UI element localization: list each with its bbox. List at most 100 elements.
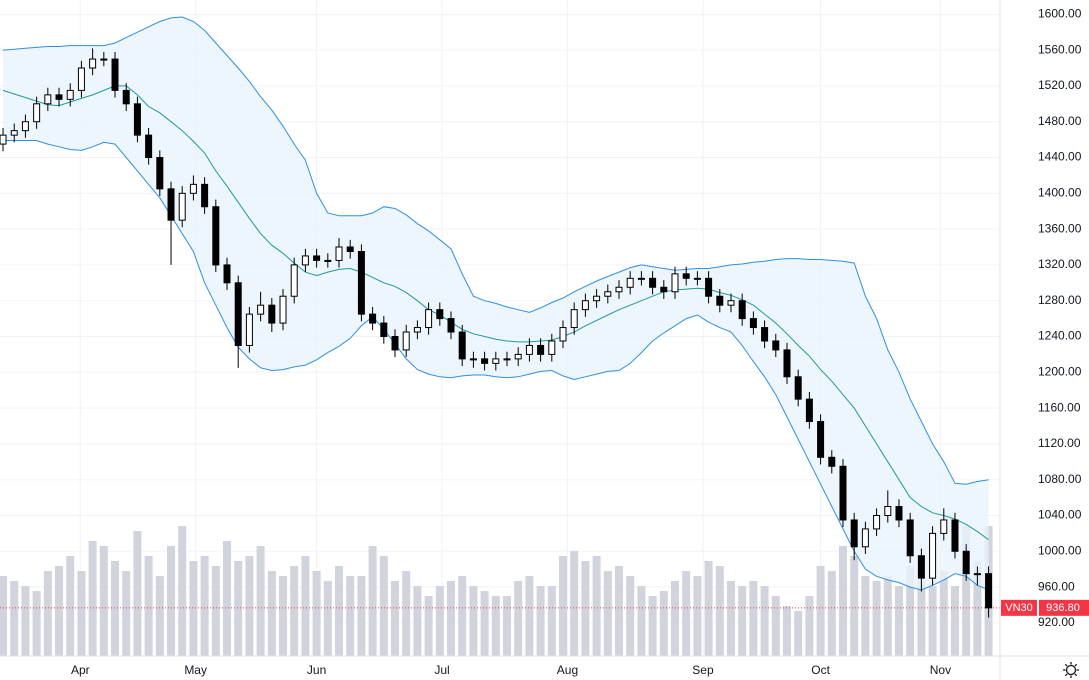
volume-bar bbox=[547, 586, 556, 656]
x-tick-label: Oct bbox=[811, 663, 830, 677]
candle-body bbox=[458, 331, 466, 360]
y-tick-label: 1520.00 bbox=[1038, 78, 1082, 92]
y-tick-label: 960.00 bbox=[1038, 579, 1075, 593]
candle-body bbox=[212, 206, 220, 266]
volume-bar bbox=[749, 581, 758, 656]
volume-bar bbox=[525, 576, 534, 656]
last-price-tag: VN30 936.80 bbox=[1001, 599, 1089, 616]
candle-body bbox=[839, 465, 847, 521]
volume-bar bbox=[267, 571, 276, 656]
bollinger-layer bbox=[0, 16, 1000, 609]
settings-icon[interactable] bbox=[1063, 662, 1079, 678]
volume-bar bbox=[592, 556, 601, 656]
candle-body bbox=[581, 300, 589, 311]
candle-body bbox=[21, 121, 29, 132]
candle-body bbox=[940, 519, 948, 534]
volume-bar bbox=[682, 571, 691, 656]
volume-bar bbox=[939, 571, 948, 656]
volume-bar bbox=[469, 586, 478, 656]
volume-bar bbox=[111, 561, 120, 656]
candle-body bbox=[447, 318, 455, 333]
candle-body bbox=[380, 322, 388, 338]
volume-bar bbox=[167, 546, 176, 656]
candle-body bbox=[189, 183, 197, 194]
volume-bar bbox=[245, 556, 254, 656]
candle-body bbox=[44, 94, 52, 105]
candle-body bbox=[268, 304, 276, 324]
volume-bar bbox=[290, 566, 299, 656]
volume-bar bbox=[973, 561, 982, 656]
candle-body bbox=[156, 157, 164, 190]
volume-bar bbox=[670, 581, 679, 656]
volume-bar bbox=[402, 571, 411, 656]
candle-body bbox=[100, 58, 108, 61]
volume-bar bbox=[413, 586, 422, 656]
volume-bar bbox=[603, 571, 612, 656]
volume-bar bbox=[637, 586, 646, 656]
volume-bar bbox=[827, 571, 836, 656]
candle-body bbox=[637, 277, 645, 280]
candle-body bbox=[783, 349, 791, 378]
candle-body bbox=[481, 358, 489, 364]
volume-bar bbox=[189, 561, 198, 656]
volume-bar bbox=[805, 596, 814, 656]
volume-bar bbox=[43, 571, 52, 656]
candle-body bbox=[66, 89, 74, 100]
volume-bar bbox=[771, 596, 780, 656]
candle-body bbox=[917, 555, 925, 579]
x-tick-label: Jun bbox=[307, 663, 326, 677]
candle-body bbox=[537, 344, 545, 355]
y-tick-label: 1480.00 bbox=[1038, 114, 1082, 128]
candle-body bbox=[929, 532, 937, 579]
candle-body bbox=[335, 246, 343, 261]
volume-bar bbox=[346, 576, 355, 656]
volume-bar bbox=[66, 556, 75, 656]
candle-body bbox=[469, 358, 477, 361]
candle-body bbox=[245, 313, 253, 346]
symbol-tag: VN30 bbox=[1005, 602, 1033, 614]
volume-bar bbox=[234, 561, 243, 656]
y-tick-label: 1440.00 bbox=[1038, 150, 1082, 164]
volume-bar bbox=[99, 546, 108, 656]
y-tick-label: 1320.00 bbox=[1038, 257, 1082, 271]
volume-bar bbox=[223, 541, 232, 656]
volume-bar bbox=[704, 561, 713, 656]
volume-bar bbox=[693, 576, 702, 656]
volume-bar bbox=[782, 606, 791, 656]
x-tick-label: May bbox=[184, 663, 207, 677]
volume-bar bbox=[872, 581, 881, 656]
y-tick-label: 920.00 bbox=[1038, 615, 1075, 629]
candle-body bbox=[626, 277, 634, 288]
candle-body bbox=[201, 183, 209, 208]
volume-bar bbox=[480, 591, 489, 656]
y-tick-label: 1560.00 bbox=[1038, 42, 1082, 56]
volume-bar bbox=[861, 576, 870, 656]
volume-bar bbox=[659, 591, 668, 656]
volume-bar bbox=[962, 526, 971, 656]
candle-body bbox=[77, 67, 85, 91]
candle-body bbox=[279, 295, 287, 324]
volume-bar bbox=[950, 586, 959, 656]
candle-body bbox=[257, 304, 265, 315]
candle-body bbox=[369, 313, 377, 324]
volume-bar bbox=[917, 581, 926, 656]
volume-bar bbox=[715, 566, 724, 656]
volume-bar bbox=[458, 576, 467, 656]
candle-body bbox=[301, 255, 309, 266]
volume-bar bbox=[0, 576, 8, 656]
candle-body bbox=[178, 192, 186, 221]
volume-bar bbox=[368, 546, 377, 656]
candle-body bbox=[705, 277, 713, 297]
volume-layer bbox=[0, 526, 993, 656]
volume-bar bbox=[536, 586, 545, 656]
candle-body bbox=[122, 89, 130, 105]
y-tick-label: 1160.00 bbox=[1038, 400, 1081, 414]
volume-bar bbox=[491, 596, 500, 656]
volume-bar bbox=[626, 576, 635, 656]
price-tag-bg bbox=[1039, 599, 1089, 616]
volume-bar bbox=[301, 556, 310, 656]
y-tick-label: 1280.00 bbox=[1038, 293, 1082, 307]
volume-bar bbox=[794, 611, 803, 656]
volume-bar bbox=[178, 526, 187, 656]
